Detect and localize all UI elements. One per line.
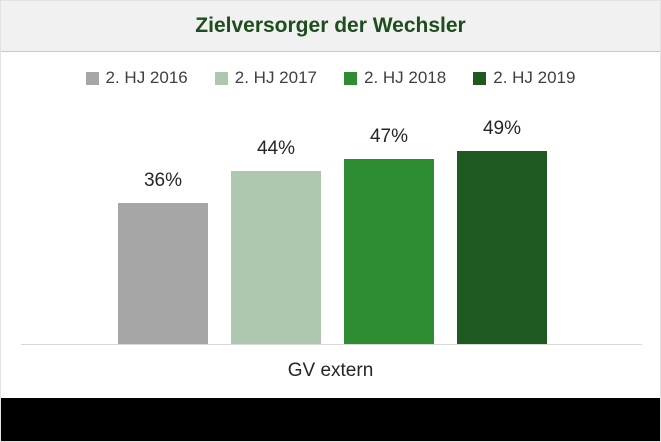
bar: [231, 171, 321, 344]
bar-group: 49%: [457, 118, 547, 344]
legend-item: 2. HJ 2018: [344, 68, 446, 88]
legend-label: 2. HJ 2016: [105, 68, 188, 87]
legend: 2. HJ 2016 2. HJ 2017 2. HJ 2018 2. HJ 2019: [1, 68, 660, 88]
bar-value-label: 47%: [369, 126, 409, 147]
legend-swatch-icon: [85, 71, 99, 85]
plot-area: 36% 44% 47% 49%: [1, 52, 660, 345]
chart-title: Zielversorger der Wechsler: [195, 14, 466, 37]
legend-item: 2. HJ 2017: [214, 68, 317, 88]
bottom-black-bar: [1, 398, 660, 441]
legend-label: 2. HJ 2017: [234, 68, 317, 87]
bar-value-label: 49%: [482, 118, 522, 139]
bar-group: 44%: [231, 138, 321, 344]
chart-area: 2. HJ 2016 2. HJ 2017 2. HJ 2018 2. HJ 2019…: [1, 52, 660, 398]
x-axis-category-label: GV extern: [287, 360, 374, 381]
bar: [118, 203, 208, 344]
bar-group: 47%: [344, 126, 434, 344]
legend-item: 2. HJ 2016: [85, 68, 188, 88]
bar: [457, 151, 547, 344]
legend-label: 2. HJ 2019: [493, 68, 576, 87]
bar-value-label: 44%: [256, 138, 296, 159]
bar: [344, 159, 434, 344]
legend-swatch-icon: [214, 71, 228, 85]
x-axis-line: [21, 344, 642, 345]
bar-cluster: 36% 44% 47% 49%: [118, 52, 547, 344]
bar-value-label: 36%: [143, 170, 183, 191]
legend-swatch-icon: [473, 71, 487, 85]
bar-group: 36%: [118, 170, 208, 344]
chart-title-band: Zielversorger der Wechsler: [1, 1, 660, 52]
legend-swatch-icon: [344, 71, 357, 85]
legend-item: 2. HJ 2019: [473, 68, 575, 88]
legend-label: 2. HJ 2018: [364, 68, 447, 87]
